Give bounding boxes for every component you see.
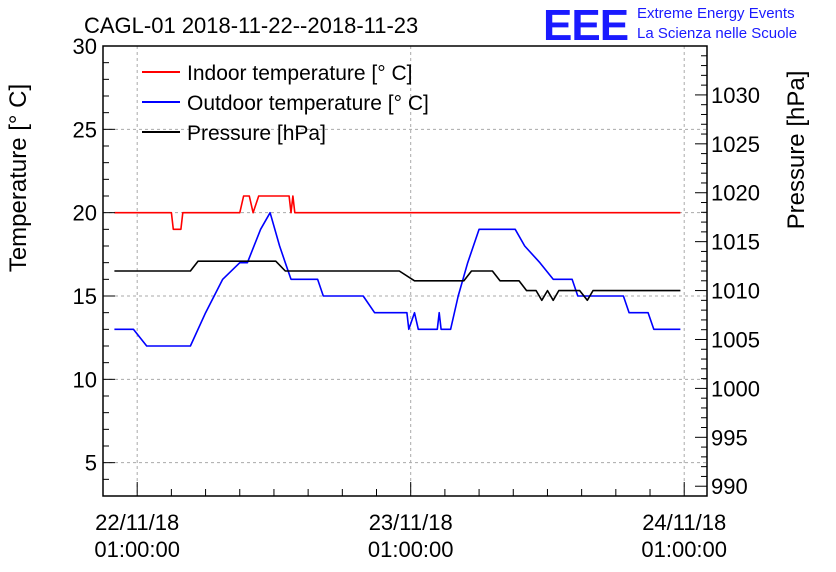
x-axis: 22/11/1801:00:0023/11/1801:00:0024/11/18… (94, 482, 727, 562)
x-tick-label-time: 01:00:00 (94, 537, 180, 562)
y2-tick-label: 995 (711, 425, 748, 450)
series-line-1 (114, 195, 681, 231)
y2-tick-label: 1000 (711, 376, 760, 401)
legend-label-3: Pressure [hPa] (187, 122, 326, 145)
y-axis-label: Temperature [° C] (5, 84, 32, 272)
x-tick-label-date: 23/11/18 (369, 510, 453, 535)
y-tick-label: 25 (73, 117, 97, 142)
y2-tick-label: 1010 (711, 279, 760, 304)
y-axis-left: 5 10 15 20 25 30 (73, 34, 115, 497)
legend-label-2: Outdoor temperature [° C] (187, 92, 429, 115)
eee-logo: EEE Extreme Energy Events La Scienza nel… (543, 1, 797, 50)
legend-label-1: Indoor temperature [° C] (187, 62, 413, 85)
y2-tick-label: 1030 (711, 83, 760, 108)
series-line-3 (114, 260, 681, 302)
y2-tick-label: 1005 (711, 327, 760, 352)
x-tick-label-time: 01:00:00 (368, 537, 454, 562)
y-tick-label: 30 (73, 34, 97, 59)
eee-logo-mark: EEE (543, 1, 628, 50)
y-tick-label: 10 (73, 367, 97, 392)
y2-tick-label: 1020 (711, 181, 760, 206)
y2-tick-label: 1025 (711, 132, 760, 157)
y-tick-label: 20 (73, 201, 97, 226)
y2-axis-label: Pressure [hPa] (783, 71, 810, 230)
y-axis-right: 990 995 1000 1005 1010 1015 1020 1025 1030 (695, 45, 760, 499)
legend: Indoor temperature [° C] Outdoor temperat… (142, 62, 429, 145)
y2-tick-label: 990 (711, 474, 748, 499)
x-tick-label-date: 22/11/18 (95, 510, 179, 535)
x-tick-label-date: 24/11/18 (642, 510, 726, 535)
y-tick-label: 15 (73, 284, 97, 309)
series-line-2 (114, 211, 681, 347)
y2-tick-label: 1015 (711, 230, 760, 255)
series-lines (114, 195, 681, 347)
x-tick-label-time: 01:00:00 (641, 537, 727, 562)
eee-logo-line1: Extreme Energy Events (637, 5, 795, 22)
eee-logo-line2: La Scienza nelle Scuole (637, 25, 797, 42)
y-tick-label: 5 (85, 451, 97, 476)
chart-title: CAGL-01 2018-11-22--2018-11-23 (84, 13, 418, 38)
